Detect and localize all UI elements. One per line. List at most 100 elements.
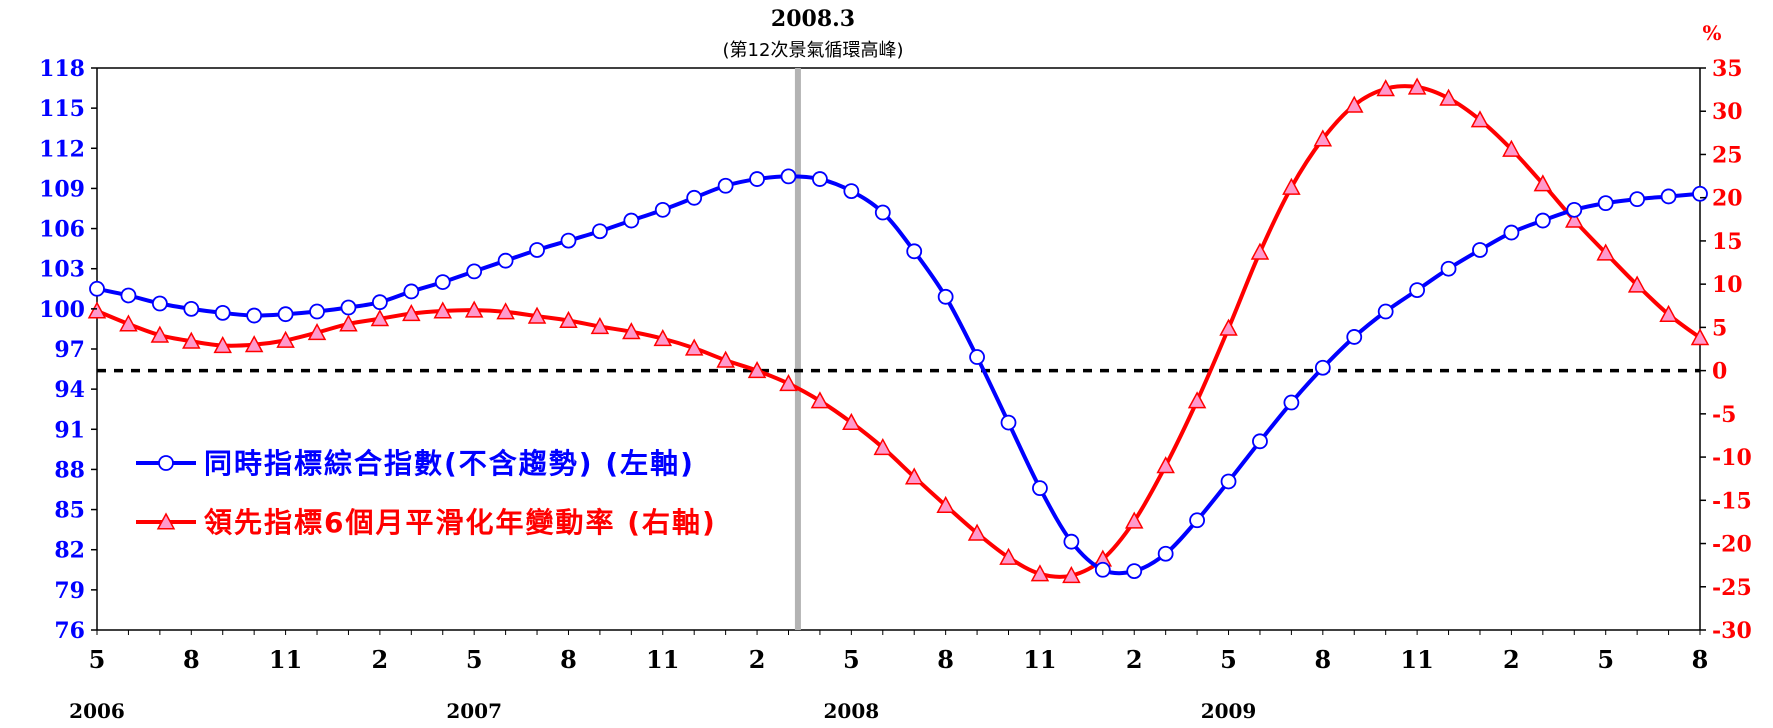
left-tick-label: 82 xyxy=(54,538,85,564)
leading-point xyxy=(1219,318,1238,336)
coincident-point xyxy=(403,283,420,300)
x-tick-label: 5 xyxy=(466,645,483,674)
leading-point xyxy=(1439,88,1458,106)
leading-point xyxy=(119,314,138,332)
coincident-point xyxy=(1440,260,1457,277)
coincident-point xyxy=(749,171,765,187)
legend-leading-marker xyxy=(156,512,176,530)
leading-point xyxy=(1659,304,1678,322)
legend-leading-label: 領先指標6個月平滑化年變動率 (右軸) xyxy=(204,506,717,539)
coincident-point xyxy=(686,189,703,206)
left-tick-label: 79 xyxy=(54,578,85,604)
coincident-point xyxy=(371,294,388,311)
right-tick-label: 30 xyxy=(1712,99,1743,125)
leading-point xyxy=(936,495,955,514)
left-axis-ticks: 118 115 112 109 106 103 100 97 94 91 88 85 82 79 76 xyxy=(39,56,97,644)
left-tick-label: 97 xyxy=(54,337,85,363)
leading-point xyxy=(716,350,735,368)
legend-coincident-marker xyxy=(158,455,174,471)
left-tick-label: 115 xyxy=(39,96,85,122)
leading-point xyxy=(370,309,390,327)
leading-point xyxy=(1565,210,1584,228)
leading-point xyxy=(1156,456,1175,474)
coincident-point xyxy=(812,171,828,187)
coincident-point xyxy=(1189,512,1205,529)
coincident-point xyxy=(1597,195,1614,212)
coincident-point xyxy=(1283,394,1300,411)
leading-point xyxy=(1502,139,1521,157)
leading-point xyxy=(1062,565,1081,584)
right-tick-label: -20 xyxy=(1712,532,1752,558)
coincident-point xyxy=(529,242,545,258)
leading-point xyxy=(1030,564,1050,582)
x-tick-label: 8 xyxy=(1692,645,1709,674)
coincident-point xyxy=(1377,303,1394,320)
chart-title: 2008.3 xyxy=(771,6,855,32)
coincident-point xyxy=(1314,359,1331,376)
coincident-point xyxy=(843,183,860,200)
right-axis-unit: % xyxy=(1702,21,1721,45)
leading-point xyxy=(1124,511,1144,529)
coincident-point xyxy=(1660,188,1677,205)
leading-point xyxy=(999,547,1018,565)
coincident-point xyxy=(214,304,231,321)
left-tick-label: 112 xyxy=(39,136,85,162)
leading-point xyxy=(559,310,578,329)
coincident-point xyxy=(1157,545,1174,562)
left-tick-label: 88 xyxy=(54,457,85,483)
coincident-point xyxy=(1566,201,1583,218)
coincident-point xyxy=(1629,191,1646,208)
left-tick-label: 109 xyxy=(39,176,85,202)
x-tick-label: 8 xyxy=(560,645,577,674)
leading-point xyxy=(1250,242,1270,260)
coincident-point xyxy=(1126,563,1143,580)
leading-point xyxy=(182,331,201,349)
left-tick-label: 106 xyxy=(39,217,85,243)
x-tick-label: 8 xyxy=(183,645,200,674)
coincident-point xyxy=(340,299,357,316)
right-tick-label: -15 xyxy=(1712,488,1752,514)
coincident-point xyxy=(874,204,891,221)
leading-point xyxy=(1376,79,1395,97)
x-tick-label: 2 xyxy=(1126,645,1143,674)
leading-point xyxy=(213,335,232,354)
leading-point xyxy=(244,335,264,353)
coincident-point xyxy=(1063,533,1080,550)
year-label: 2006 xyxy=(69,699,125,723)
right-tick-label: -10 xyxy=(1712,445,1752,471)
right-tick-label: 25 xyxy=(1712,142,1743,168)
x-tick-label: 11 xyxy=(269,645,302,674)
coincident-point xyxy=(937,288,954,305)
leading-point xyxy=(1596,243,1615,261)
right-tick-label: 15 xyxy=(1712,229,1743,255)
coincident-point xyxy=(497,252,514,269)
coincident-point xyxy=(309,303,325,320)
coincident-point xyxy=(1094,561,1111,578)
coincident-point xyxy=(89,280,105,297)
coincident-point xyxy=(969,349,985,365)
x-tick-label: 5 xyxy=(1597,645,1614,674)
year-label: 2008 xyxy=(824,699,880,723)
leading-point xyxy=(339,314,358,332)
leading-point xyxy=(810,391,830,409)
left-tick-label: 103 xyxy=(39,257,85,283)
leading-point xyxy=(1313,129,1333,147)
x-tick-label: 8 xyxy=(937,645,954,674)
coincident-point xyxy=(1503,224,1520,241)
leading-point xyxy=(402,303,421,322)
leading-point xyxy=(590,316,610,335)
coincident-point xyxy=(1000,414,1017,431)
legend: 同時指標綜合指數(不含趨勢) (左軸) 領先指標6個月平滑化年變動率 (右軸) xyxy=(136,447,717,539)
coincident-point xyxy=(1472,242,1488,258)
x-tick-label: 8 xyxy=(1314,645,1331,674)
leading-point xyxy=(842,412,861,431)
leading-point xyxy=(653,329,673,347)
leading-point xyxy=(1690,328,1710,346)
right-tick-label: 0 xyxy=(1712,359,1727,385)
left-tick-label: 76 xyxy=(54,618,85,644)
leading-point xyxy=(496,302,515,320)
x-tick-label: 5 xyxy=(843,645,860,674)
coincident-point xyxy=(560,232,577,249)
coincident-point xyxy=(277,306,294,323)
